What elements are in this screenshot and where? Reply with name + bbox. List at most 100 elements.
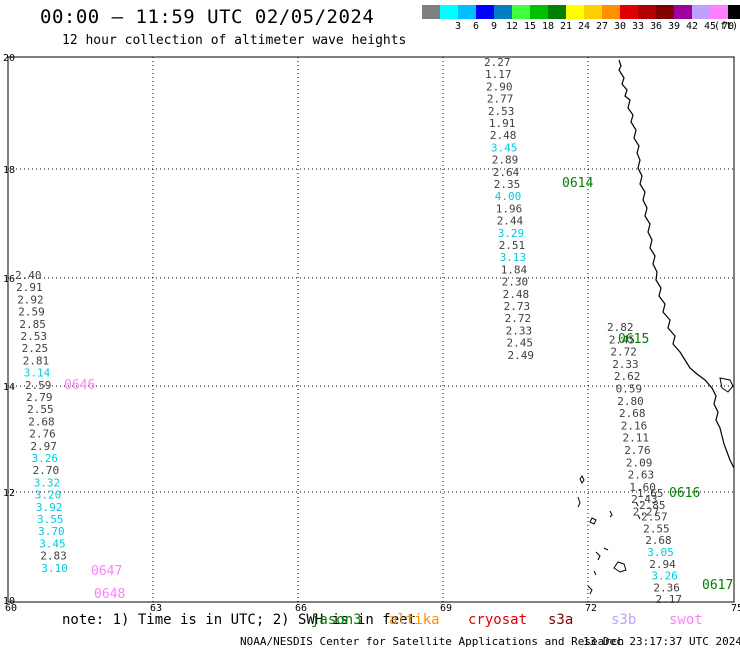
wave-height-label: 2.73: [504, 300, 530, 313]
track-id-label: 0646: [64, 378, 95, 393]
lat-tick-label: 18: [3, 165, 15, 176]
colorbar-swatch: [548, 5, 566, 19]
wave-height-label: 2.79: [26, 391, 53, 404]
lat-tick-label: 12: [3, 488, 15, 499]
colorbar-swatch: [728, 5, 740, 19]
wave-height-label: 2.92: [17, 293, 44, 306]
wave-height-label: 4.00: [495, 190, 522, 203]
colorbar-tick-label: 33: [631, 21, 645, 32]
wave-height-label: 2.83: [40, 550, 67, 563]
wave-height-label: 2.35: [494, 178, 521, 191]
wave-height-label: 2.72: [610, 346, 637, 359]
wave-height-label: 3.10: [41, 562, 68, 575]
wave-height-label: 2.09: [626, 456, 653, 469]
colorbar-swatch: [692, 5, 710, 19]
coastline-main: [618, 59, 735, 469]
wave-height-label: 3.70: [38, 525, 65, 538]
wave-height-label: 2.36: [653, 581, 680, 594]
wave-height-label: 2.51: [499, 239, 526, 252]
wave-height-label: 3.20: [35, 489, 62, 502]
wave-height-label: 3.45: [491, 141, 518, 154]
wave-height-label: 2.81: [23, 354, 50, 367]
lat-tick-label: 20: [3, 53, 15, 64]
graticule: [8, 57, 734, 602]
colorbar-tick-label: 21: [559, 21, 573, 32]
colorbar-swatch: [458, 5, 476, 19]
credit-text: NOAA/NESDIS Center for Satellite Applica…: [240, 635, 625, 648]
wave-height-label: 2.64: [493, 166, 520, 179]
wave-height-label: 2.48: [490, 129, 517, 142]
wave-height-label: 2.53: [488, 105, 515, 118]
lon-tick-label: 63: [150, 603, 162, 614]
wave-height-label: 3.05: [647, 546, 674, 559]
wave-height-label: 1.91: [489, 117, 516, 130]
wave-height-label: 3.26: [651, 570, 678, 583]
colorbar-swatch: [710, 5, 728, 19]
wave-height-label: 2.16: [621, 419, 648, 432]
lat-tick-label: 10: [3, 596, 15, 607]
colorbar-tick-label: 15: [523, 21, 537, 32]
wave-height-label: 2.97: [30, 440, 57, 453]
wave-height-label: 3.13: [500, 251, 527, 264]
wave-height-label: 2.30: [502, 276, 528, 289]
wave-height-label: 2.59: [25, 379, 52, 392]
colorbar-tick-label: 30: [613, 21, 627, 32]
wave-height-label: 2.33: [612, 358, 639, 371]
wave-height-label: 1.17: [485, 68, 512, 81]
wave-height-label: 2.44: [497, 215, 524, 228]
wave-height-label: 2.76: [29, 428, 56, 441]
lon-tick-label: 60: [5, 603, 17, 614]
satellite-legend-item: altika: [389, 612, 440, 628]
wave-height-label: 2.45: [609, 333, 636, 346]
lon-tick-label: 72: [585, 603, 597, 614]
wave-height-label: 2.59: [18, 306, 45, 319]
track-id-label: 0615: [618, 332, 649, 347]
wave-height-label: 2.90: [486, 80, 513, 93]
wave-height-label: 3.45: [39, 537, 65, 550]
lon-tick-label: 66: [295, 603, 307, 614]
wave-height-label: 2.25: [22, 342, 48, 355]
map-title: 00:00 – 11:59 UTC 02/05/2024: [40, 6, 375, 28]
wave-height-colorbar: [422, 5, 740, 19]
wave-height-label: 2.77: [487, 93, 514, 106]
colorbar-tick-label: 42: [685, 21, 699, 32]
colorbar-tick-label: 70: [721, 21, 735, 32]
wave-height-label: 3.14: [24, 367, 51, 380]
wave-height-label: 2.63: [628, 469, 655, 482]
track-id-label: 0648: [94, 587, 125, 602]
wave-height-label: 1.65: [637, 487, 664, 500]
wave-height-label: 2.91: [16, 281, 42, 294]
wave-height-label: 2.27: [484, 56, 511, 69]
colorbar-swatch: [638, 5, 656, 19]
colorbar-swatch: [530, 5, 548, 19]
wave-height-label: 2.62: [614, 370, 641, 383]
colorbar-tick-label: 6: [472, 21, 480, 32]
colorbar-swatch: [440, 5, 458, 19]
colorbar-tick-label: 39: [667, 21, 681, 32]
colorbar-swatch: [566, 5, 584, 19]
colorbar-unit: (ft): [714, 21, 739, 32]
satellite-legend-item: cryosat: [468, 612, 528, 628]
satellite-legend-item: jason3: [311, 612, 362, 628]
wave-height-label: 3.32: [34, 476, 61, 489]
lon-tick-label: 75: [731, 603, 740, 614]
colorbar-tick-label: 45: [703, 21, 717, 32]
colorbar-tick-label: 24: [577, 21, 591, 32]
lat-tick-label: 16: [3, 274, 15, 285]
wave-height-label: 2.48: [503, 288, 529, 301]
wave-height-label: 2.43: [631, 493, 658, 506]
wave-height-label: 1.96: [496, 202, 523, 215]
track-ids: 0614 0615 0616 0617 0646 0647 0648: [64, 176, 733, 602]
wave-height-label: 3.92: [36, 501, 63, 514]
track-id-label: 0617: [702, 578, 733, 593]
colorbar-swatch: [512, 5, 530, 19]
track-id-label: 0647: [91, 564, 122, 579]
colorbar-tick-label: 3: [454, 21, 462, 32]
wave-height-label: 2.55: [643, 522, 670, 535]
wave-height-label: 0.59: [616, 383, 643, 396]
map-subtitle: 12 hour collection of altimeter wave hei…: [62, 33, 407, 48]
wave-height-label: 2.68: [28, 415, 55, 428]
lon-tick-label: 69: [440, 603, 452, 614]
colorbar-tick-label: 18: [541, 21, 555, 32]
